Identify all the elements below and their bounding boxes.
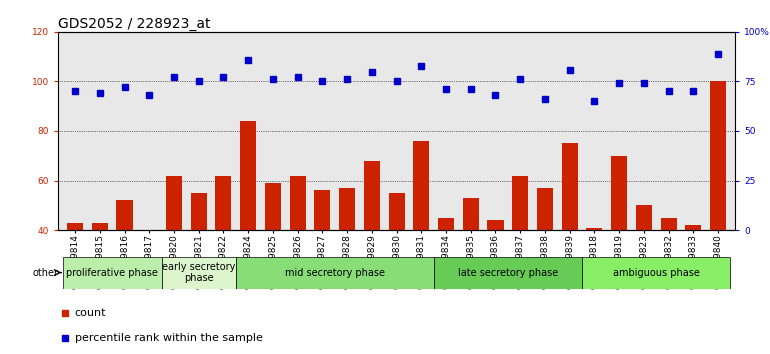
Bar bbox=[487, 220, 504, 329]
Text: late secretory phase: late secretory phase bbox=[457, 268, 558, 278]
Text: early secretory
phase: early secretory phase bbox=[162, 262, 236, 284]
Bar bbox=[685, 225, 701, 329]
Text: other: other bbox=[32, 268, 59, 278]
Text: ambiguous phase: ambiguous phase bbox=[613, 268, 700, 278]
Bar bbox=[314, 190, 330, 329]
Bar bbox=[236, 257, 434, 289]
Bar bbox=[240, 121, 256, 329]
Bar bbox=[611, 156, 627, 329]
Bar bbox=[586, 228, 602, 329]
Bar bbox=[116, 200, 132, 329]
Bar bbox=[463, 198, 479, 329]
Bar bbox=[62, 257, 162, 289]
Bar bbox=[339, 188, 355, 329]
Bar bbox=[561, 143, 578, 329]
Text: proliferative phase: proliferative phase bbox=[66, 268, 158, 278]
Text: GDS2052 / 228923_at: GDS2052 / 228923_at bbox=[58, 17, 210, 31]
Text: mid secretory phase: mid secretory phase bbox=[285, 268, 385, 278]
Bar bbox=[661, 218, 677, 329]
Bar bbox=[582, 257, 731, 289]
Bar bbox=[67, 223, 83, 329]
Bar bbox=[216, 176, 232, 329]
Bar bbox=[92, 223, 108, 329]
Bar bbox=[710, 81, 726, 329]
Text: count: count bbox=[75, 308, 106, 318]
Bar bbox=[363, 161, 380, 329]
Bar bbox=[265, 183, 281, 329]
Bar bbox=[636, 205, 652, 329]
Bar bbox=[413, 141, 430, 329]
Text: percentile rank within the sample: percentile rank within the sample bbox=[75, 333, 263, 343]
Bar bbox=[389, 193, 404, 329]
Bar bbox=[141, 230, 157, 329]
Bar bbox=[290, 176, 306, 329]
Bar bbox=[512, 176, 528, 329]
Bar bbox=[162, 257, 236, 289]
Bar bbox=[191, 193, 207, 329]
Bar bbox=[166, 176, 182, 329]
Bar bbox=[537, 188, 553, 329]
Bar bbox=[438, 218, 454, 329]
Bar bbox=[434, 257, 582, 289]
